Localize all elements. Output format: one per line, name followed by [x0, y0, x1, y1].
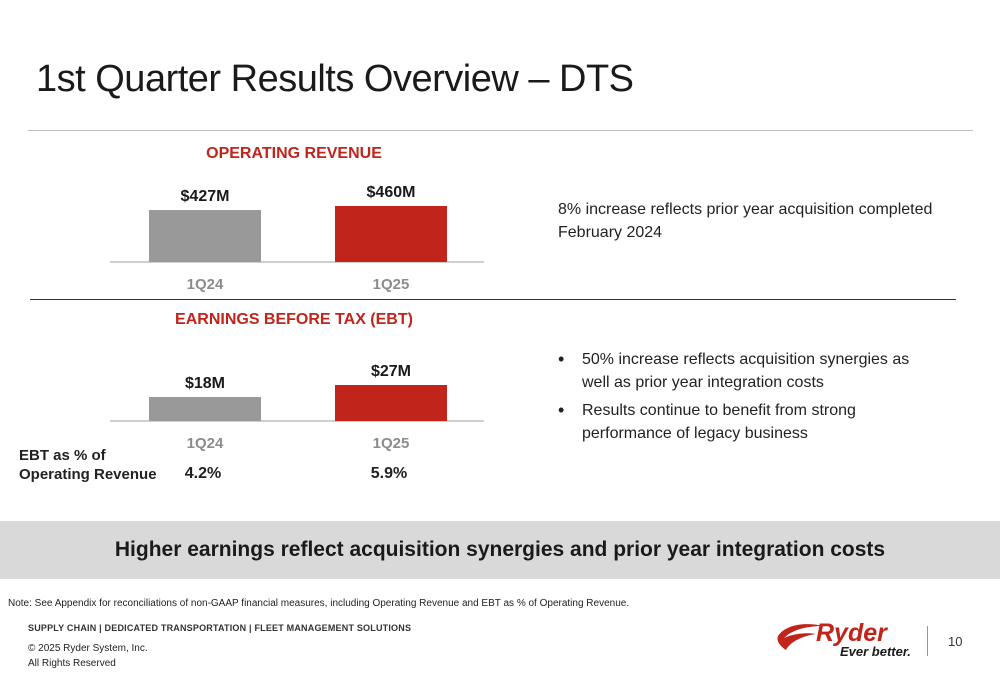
data-label: $460M	[367, 184, 416, 201]
bar-1q25	[335, 206, 447, 262]
ebt-margin-label: EBT as % of Operating Revenue	[19, 446, 157, 484]
ebt-margin-label-line2: Operating Revenue	[19, 466, 157, 483]
bar-1q24	[149, 210, 261, 262]
ebt-commentary-list: 50% increase reflects acquisition synerg…	[556, 348, 936, 450]
ryder-logo-swoosh	[777, 624, 824, 650]
ebt-chart: $18M 1Q24 $27M 1Q25	[110, 363, 484, 452]
data-label: $18M	[185, 375, 225, 392]
x-tick-label: 1Q24	[187, 435, 224, 452]
x-tick-label: 1Q24	[187, 276, 224, 293]
x-tick-label: 1Q25	[373, 276, 410, 293]
ryder-logo-tagline: Ever better.	[840, 644, 911, 659]
ebt-margin-1q24: 4.2%	[184, 465, 222, 482]
footnote: Note: See Appendix for reconciliations o…	[8, 598, 630, 609]
ebt-title: EARNINGS BEFORE TAX (EBT)	[175, 311, 413, 328]
copyright-line1: © 2025 Ryder System, Inc.	[28, 643, 148, 654]
operating-revenue-commentary: 8% increase reflects prior year acquisit…	[558, 201, 933, 241]
page-number: 10	[948, 634, 963, 649]
x-tick-label: 1Q25	[373, 435, 410, 452]
bar-1q24	[149, 397, 261, 421]
operating-revenue-title: OPERATING REVENUE	[206, 145, 382, 162]
ebt-margin-1q25: 5.9%	[370, 465, 408, 482]
key-takeaway-text: Higher earnings reflect acquisition syne…	[114, 538, 886, 561]
operating-revenue-chart: $427M 1Q24 $460M 1Q25	[110, 184, 484, 293]
key-takeaway-banner: Higher earnings reflect acquisition syne…	[0, 521, 1000, 579]
ryder-logo-wordmark: Ryder	[816, 619, 888, 647]
copyright: © 2025 Ryder System, Inc. All Rights Res…	[28, 641, 148, 671]
title-divider	[28, 130, 973, 131]
data-label: $27M	[371, 363, 411, 380]
footer-separator	[927, 626, 928, 656]
copyright-line2: All Rights Reserved	[28, 658, 116, 669]
business-tagline: SUPPLY CHAIN | DEDICATED TRANSPORTATION …	[28, 623, 412, 633]
ebt-margin-label-line1: EBT as % of	[19, 447, 106, 464]
data-label: $427M	[181, 188, 230, 205]
ryder-logo: Ryder Ever better.	[777, 619, 911, 659]
ebt-bullet: 50% increase reflects acquisition synerg…	[556, 348, 936, 394]
ebt-bullet: Results continue to benefit from strong …	[556, 399, 936, 445]
slide-title: 1st Quarter Results Overview – DTS	[36, 58, 634, 100]
bar-1q25	[335, 385, 447, 421]
section-divider	[30, 299, 956, 300]
